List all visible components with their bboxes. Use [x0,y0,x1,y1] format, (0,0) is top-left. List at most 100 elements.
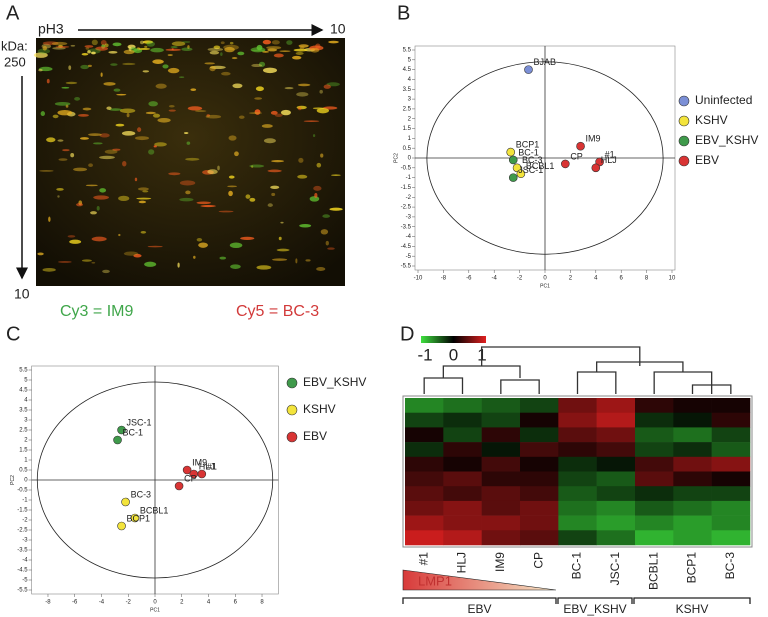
gel-spot [179,197,194,202]
gel-spot [262,39,272,45]
heatmap-cell [443,486,482,502]
point [508,155,518,165]
gel-spot [316,162,322,168]
gel-spot [88,163,93,168]
point-label: BCBL1 [526,161,555,171]
heatmap-cell [635,530,674,546]
gel-spot [82,107,92,111]
gel-spot [168,104,175,108]
point [117,521,126,531]
legend-label: EBV [303,429,327,443]
gel-spot [320,153,324,158]
y-tick-label: -5 [406,254,412,260]
heatmap-cell [596,456,636,472]
y-tick-label: 3.5 [403,87,412,93]
point [174,481,184,491]
heatmap-cell [443,442,482,458]
legend-marker [678,115,690,127]
gel-spot [299,224,312,228]
heatmap-cell [405,442,444,458]
gel-spot [297,174,308,179]
point-label: BJAB [533,57,556,67]
gel-spot [237,51,245,56]
heatmap-cell [711,427,751,443]
gel-spot [245,194,251,199]
x-tick-label: -6 [466,276,472,282]
gel-spot [206,114,211,117]
x-tick-label: 10 [669,276,676,282]
heatmap-cell [673,515,712,531]
heatmap-cell [443,398,482,413]
heatmap-cell [596,486,636,502]
y-axis-label: PC2 [393,153,399,163]
x-tick-label: 2 [569,276,573,282]
gel-spot [70,44,76,47]
gel-spot [42,45,47,51]
heatmap-cell [635,500,674,516]
y-tick-label: -2 [406,195,412,201]
gel-spot [65,81,78,85]
gel-spot [258,61,266,67]
dendrogram [500,379,540,394]
gel-spot [240,236,255,241]
gel-spot [227,185,237,188]
y-tick-label: 4 [24,398,28,404]
gel-spot [74,97,81,101]
x-tick-label: -8 [45,600,51,606]
gel-spot [320,229,329,235]
gel-spot [110,63,118,66]
heatmap-cell [520,412,559,428]
gel-spot [221,71,231,76]
y-tick-label: -4.5 [401,244,412,250]
point [117,425,126,435]
y-tick-label: -0.5 [17,488,28,494]
group-bracket [557,597,633,604]
gel-spot [128,46,132,51]
gel-spot [118,195,130,202]
gel-spot [196,201,211,205]
gel-spot [194,110,207,113]
gel-spot [121,131,136,136]
x-axis-label: PC1 [540,283,550,289]
heatmap-cell [405,412,444,428]
y-tick-label: -1 [406,175,412,181]
column-label: JSC-1 [608,552,622,586]
lmp1-wedge [402,569,557,591]
legend-marker [678,135,690,147]
legend-label: EBV_KSHV [303,375,366,389]
heatmap-cell [443,471,482,487]
gel-image [33,38,345,286]
gel-spot [313,185,322,191]
gel-spot [296,105,307,110]
heatmap-cell [711,486,751,502]
gel-spot [274,113,283,117]
gel-spot [312,107,325,110]
y-tick-label: 2 [24,438,28,444]
column-label: BC-1 [570,552,584,580]
gel-spot [297,106,302,111]
confidence-ellipse [36,381,274,579]
heatmap-cell [711,398,751,413]
gel-spot [271,40,280,45]
x-tick-label: -2 [126,600,132,606]
heatmap-cell [520,442,559,458]
gel-spot [57,195,60,198]
gel-spot [46,78,50,84]
gel-spot [171,48,174,51]
gel-spot [85,184,98,187]
gel-spot [91,261,96,264]
gel-spot [230,264,241,269]
gel-spot [37,252,44,256]
gel-spot [81,259,92,262]
heatmap-cell [481,442,521,458]
gel-spot [207,47,224,52]
gel-spot [238,115,245,119]
heatmap-cell [558,486,597,502]
heatmap-cell [405,471,444,487]
gel-spot [271,160,285,163]
heatmap-cell [673,456,712,472]
heatmap-cell [558,500,597,516]
point-label: BCP1 [516,139,540,149]
heatmap-cell [711,442,751,458]
y-tick-label: -5.5 [401,264,412,270]
